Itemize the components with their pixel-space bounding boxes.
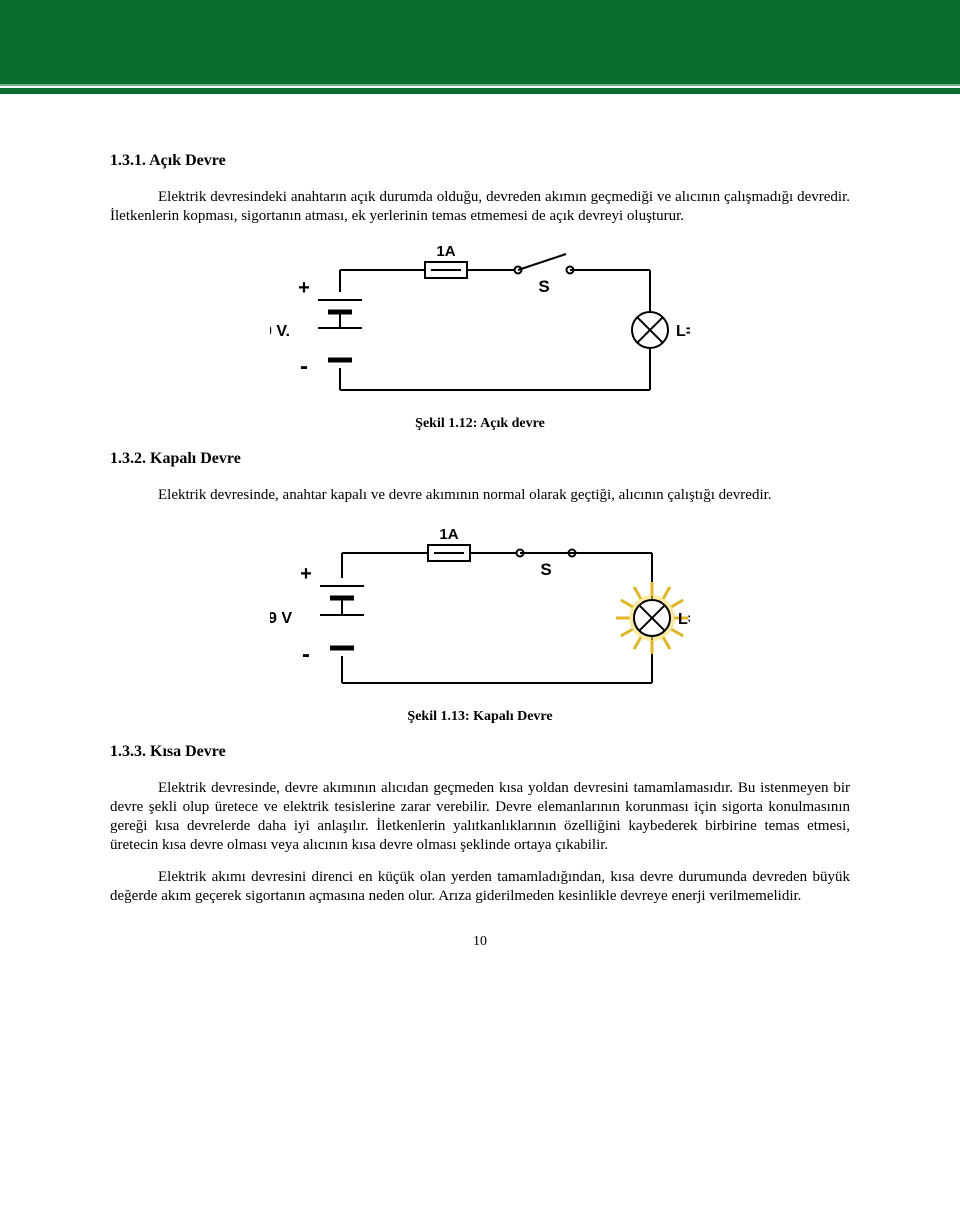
page-number: 10 <box>110 934 850 950</box>
section-3-heading: 1.3.3. Kısa Devre <box>110 743 850 761</box>
circuit-closed-diagram: 1A S + -E=9 V L=9V <box>270 518 690 703</box>
section-2-heading: 1.3.2. Kapalı Devre <box>110 450 850 468</box>
svg-text:-: - <box>302 641 310 668</box>
figure-2-container: 1A S + -E=9 V L=9V <box>110 518 850 703</box>
svg-text:L=9V.: L=9V. <box>676 323 690 340</box>
svg-text:+: + <box>300 563 312 585</box>
svg-text:1A: 1A <box>439 526 458 543</box>
figure-1-caption: Şekil 1.12: Açık devre <box>110 416 850 432</box>
figure-1-container: 1A S + -E=9 V. L=9V. <box>110 240 850 410</box>
svg-text:E=9 V.: E=9 V. <box>270 323 290 340</box>
page-body: 1.3.1. Açık Devre Elektrik devresindeki … <box>0 94 960 980</box>
section-1-heading: 1.3.1. Açık Devre <box>110 152 850 170</box>
section-3-p1: Elektrik devresinde, devre akımının alıc… <box>110 779 850 854</box>
circuit-open-diagram: 1A S + -E=9 V. L=9V. <box>270 240 690 410</box>
figure-2-caption: Şekil 1.13: Kapalı Devre <box>110 709 850 725</box>
svg-text:S: S <box>538 277 549 296</box>
svg-text:S: S <box>540 560 551 579</box>
svg-text:+: + <box>298 277 310 299</box>
section-1-paragraph: Elektrik devresindeki anahtarın açık dur… <box>110 188 850 226</box>
header-green-band <box>0 0 960 86</box>
svg-text:1A: 1A <box>436 243 455 260</box>
section-3-p2: Elektrik akımı devresini direnci en küçü… <box>110 868 850 906</box>
svg-text:-: - <box>300 353 308 380</box>
svg-text:E=9 V: E=9 V <box>270 610 292 627</box>
svg-text:L=9V: L=9V <box>678 611 690 628</box>
section-2-paragraph: Elektrik devresinde, anahtar kapalı ve d… <box>110 486 850 505</box>
